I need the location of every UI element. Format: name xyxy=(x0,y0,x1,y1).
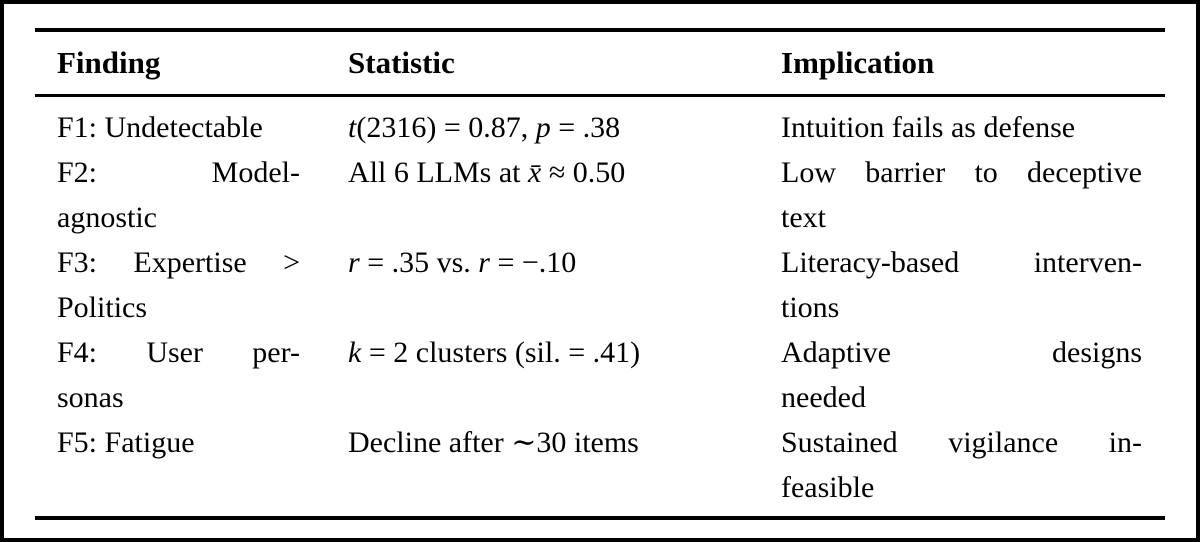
table-row: F5: Fatigue Decline after ∼30 items Sust… xyxy=(35,420,1165,510)
finding-line: Politics xyxy=(57,291,148,324)
findings-table: Finding Statistic Implication F1: Undete… xyxy=(35,28,1165,520)
statistic-line: t(2316) = 0.87, p = .38 xyxy=(348,105,771,150)
table-body: F1: Undetectable t(2316) = 0.87, p = .38… xyxy=(35,97,1165,516)
table-row: F3: Expertise > Politics r = .35 vs. r = … xyxy=(35,240,1165,330)
math-text: = .38 xyxy=(550,111,621,144)
implication-line: tions xyxy=(781,291,840,324)
finding-line: F3: Expertise > xyxy=(57,246,300,279)
statistic-line: r = .35 vs. r = −.10 xyxy=(348,240,771,285)
math-variable: r xyxy=(478,246,490,279)
finding-cell: F1: Undetectable xyxy=(35,105,348,150)
mid-rule xyxy=(35,94,1165,97)
header-row: Finding Statistic Implication xyxy=(35,32,1165,94)
statistic-cell: r = .35 vs. r = −.10 xyxy=(348,240,781,330)
implication-cell: Adaptive designs needed xyxy=(781,330,1165,420)
table-row: F2: Model-agnostic All 6 LLMs at x̄ ≈ 0.… xyxy=(35,150,1165,240)
math-text: = .35 vs. xyxy=(359,246,479,279)
math-text: Decline after ∼30 items xyxy=(348,426,639,459)
finding-cell: F3: Expertise > Politics xyxy=(35,240,348,330)
math-variable: t xyxy=(348,111,357,144)
statistic-cell: Decline after ∼30 items xyxy=(348,420,781,510)
finding-line: F5: Fatigue xyxy=(57,426,195,459)
finding-line: F2: Model- xyxy=(57,156,300,189)
finding-line: agnostic xyxy=(57,201,157,234)
statistic-cell: k = 2 clusters (sil. = .41) xyxy=(348,330,781,420)
implication-line: text xyxy=(781,201,826,234)
statistic-cell: All 6 LLMs at x̄ ≈ 0.50 xyxy=(348,150,781,240)
implication-line: feasible xyxy=(781,471,875,504)
column-header-statistic: Statistic xyxy=(348,45,455,80)
finding-cell: F2: Model-agnostic xyxy=(35,150,348,240)
math-variable: p xyxy=(535,111,551,144)
implication-line: needed xyxy=(781,381,866,414)
implication-line: Literacy-based interven- xyxy=(781,246,1142,279)
math-text: ≈ 0.50 xyxy=(541,156,626,189)
implication-cell: Low barrier to deceptive text xyxy=(781,150,1165,240)
statistic-line: k = 2 clusters (sil. = .41) xyxy=(348,330,771,375)
finding-cell: F5: Fatigue xyxy=(35,420,348,510)
math-text: (2316) = 0.87, xyxy=(356,111,536,144)
implication-line: Low barrier to deceptive xyxy=(781,156,1142,189)
table-row: F1: Undetectable t(2316) = 0.87, p = .38… xyxy=(35,105,1165,150)
implication-cell: Literacy-based interven-tions xyxy=(781,240,1165,330)
implication-line: Intuition fails as defense xyxy=(781,111,1076,144)
implication-line: Sustained vigilance in- xyxy=(781,426,1142,459)
table-row: F4: User per-sonas k = 2 clusters (sil. … xyxy=(35,330,1165,420)
implication-cell: Intuition fails as defense xyxy=(781,105,1165,150)
column-header-finding: Finding xyxy=(57,45,161,80)
statistic-cell: t(2316) = 0.87, p = .38 xyxy=(348,105,781,150)
bottom-rule xyxy=(35,516,1165,520)
math-text: = −.10 xyxy=(489,246,577,279)
math-variable: r xyxy=(348,246,360,279)
finding-line: F1: Undetectable xyxy=(57,111,263,144)
top-rule xyxy=(35,28,1165,32)
column-header-implication: Implication xyxy=(781,45,935,80)
math-text: = 2 clusters (sil. = .41) xyxy=(361,336,641,369)
implication-line: Adaptive designs xyxy=(781,336,1142,369)
math-variable: k xyxy=(348,336,362,369)
math-text: All 6 LLMs at xyxy=(348,156,528,189)
finding-cell: F4: User per-sonas xyxy=(35,330,348,420)
finding-line: F4: User per- xyxy=(57,336,300,369)
statistic-line: All 6 LLMs at x̄ ≈ 0.50 xyxy=(348,150,771,195)
implication-cell: Sustained vigilance in-feasible xyxy=(781,420,1165,510)
statistic-line: Decline after ∼30 items xyxy=(348,420,771,465)
finding-line: sonas xyxy=(57,381,124,414)
math-variable: x̄ xyxy=(528,156,542,189)
